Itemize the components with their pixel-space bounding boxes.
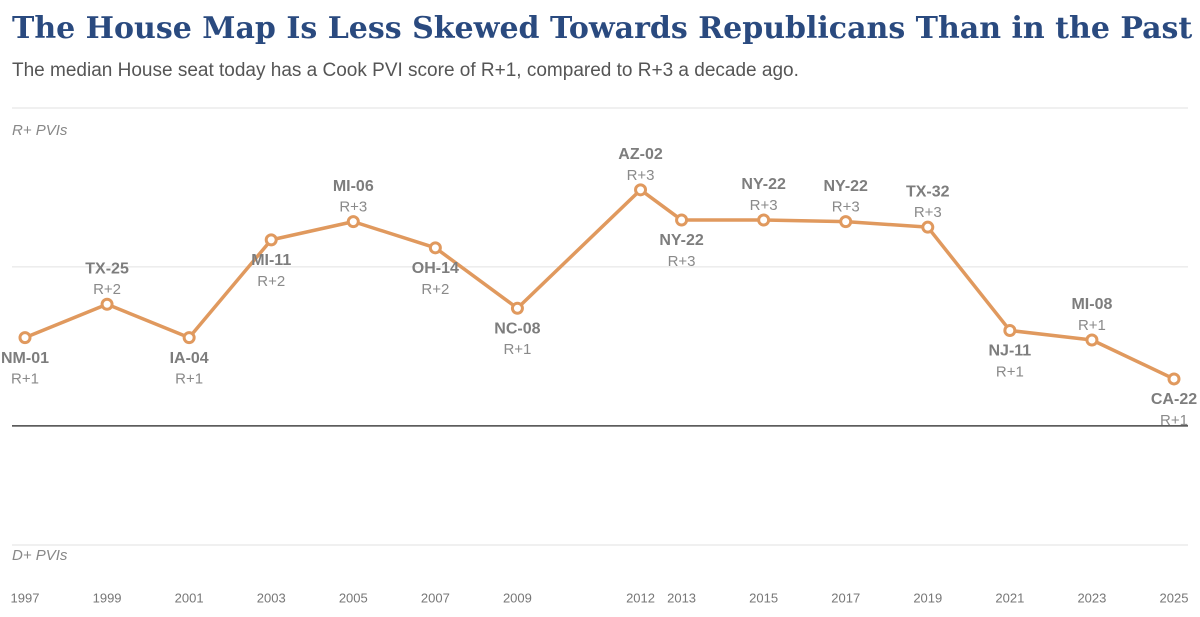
value-label: R+3 [339, 199, 367, 216]
value-label: R+1 [175, 371, 203, 388]
point-label: IA-04 [170, 350, 209, 367]
point-label: NM-01 [1, 350, 49, 367]
point [839, 215, 853, 229]
chart-title: The House Map Is Less Skewed Towards Rep… [12, 11, 1192, 46]
x-tick-label: 2005 [339, 590, 368, 605]
point-label: NC-08 [494, 320, 540, 337]
value-label: R+3 [914, 204, 942, 221]
value-label: R+3 [627, 167, 655, 184]
value-label: R+1 [11, 371, 39, 388]
x-tick-label: 2009 [503, 590, 532, 605]
point-label: NY-22 [659, 232, 704, 249]
point-label: NY-22 [741, 176, 786, 193]
point [1003, 323, 1017, 337]
x-tick-label: 2019 [913, 590, 942, 605]
point [428, 241, 442, 255]
point [1167, 372, 1181, 386]
value-label: R+1 [996, 363, 1024, 380]
point-label: AZ-02 [618, 146, 663, 163]
point-label: NJ-11 [989, 343, 1032, 360]
x-tick-label: 2003 [257, 590, 286, 605]
point [675, 213, 689, 227]
point [757, 213, 771, 227]
point [510, 301, 524, 315]
point [264, 233, 278, 247]
x-tick-label: 2017 [831, 590, 860, 605]
x-tick-label: 2012 [626, 590, 655, 605]
x-tick-label: 2001 [175, 590, 204, 605]
point [634, 183, 648, 197]
x-tick-label: 2015 [749, 590, 778, 605]
point-label: TX-32 [906, 183, 950, 200]
point-label: NY-22 [823, 178, 868, 195]
point [100, 297, 114, 311]
x-tick-label: 1999 [93, 590, 122, 605]
x-tick-label: 2023 [1077, 590, 1106, 605]
point-label: OH-14 [412, 260, 459, 277]
point-label: TX-25 [85, 260, 129, 277]
chart-subtitle: The median House seat today has a Cook P… [12, 60, 799, 81]
value-label: R+3 [832, 199, 860, 216]
x-tick-label: 2013 [667, 590, 696, 605]
value-label: R+1 [1160, 412, 1188, 429]
point [182, 331, 196, 345]
value-label: R+3 [750, 197, 778, 214]
point-label: CA-22 [1151, 391, 1197, 408]
point [1085, 333, 1099, 347]
value-label: R+1 [1078, 317, 1106, 334]
annotation: R+ PVIs [12, 122, 68, 139]
x-tick-label: 1997 [11, 590, 40, 605]
point-label: MI-08 [1071, 296, 1112, 313]
value-label: R+2 [421, 281, 449, 298]
annotation: D+ PVIs [12, 547, 68, 564]
point-label: MI-06 [333, 178, 374, 195]
value-label: R+1 [503, 341, 531, 358]
x-tick-label: 2007 [421, 590, 450, 605]
point [921, 220, 935, 234]
point [346, 215, 360, 229]
x-tick-label: 2025 [1160, 590, 1189, 605]
point-label: MI-11 [251, 252, 291, 269]
value-label: R+2 [257, 273, 285, 290]
point [18, 331, 32, 345]
value-label: R+3 [668, 253, 696, 270]
x-tick-label: 2021 [995, 590, 1024, 605]
value-label: R+2 [93, 281, 121, 298]
